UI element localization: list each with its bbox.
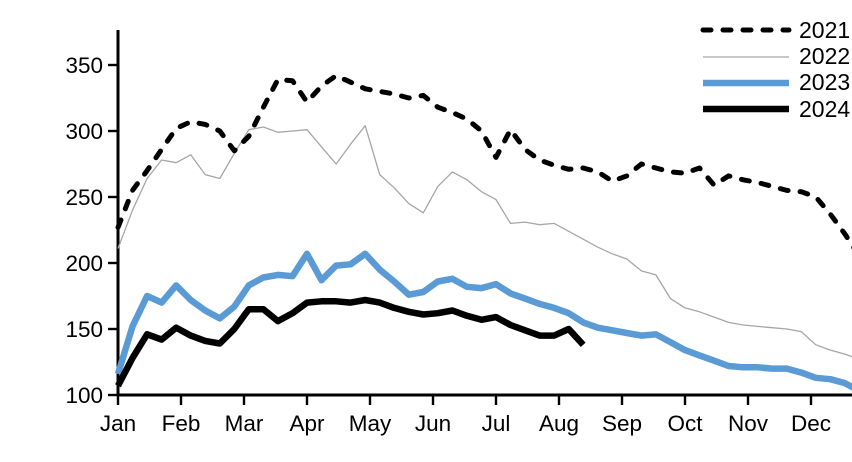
x-tick-label: Dec	[791, 411, 831, 436]
legend-row-2023: 2023	[700, 70, 850, 96]
legend-line-sample-2024	[703, 106, 789, 113]
x-tick-label: Feb	[162, 411, 201, 436]
series-line-2021	[115, 73, 852, 250]
legend-row-2024: 2024	[700, 96, 850, 122]
y-tick-label: 100	[65, 383, 103, 408]
x-tick-label: Jul	[482, 411, 511, 436]
legend-label-2023: 2023	[799, 69, 851, 96]
x-tick-label: Sep	[602, 411, 642, 436]
legend-label-2021: 2021	[799, 16, 851, 43]
x-tick-label: Mar	[225, 411, 264, 436]
x-tick-label: Nov	[728, 411, 769, 436]
line-chart: 100 150 200 250 300 350 Jan Feb Mar Apr May Jun Jul A…	[40, 16, 852, 446]
x-tick-label: Jan	[100, 411, 136, 436]
legend-label-2024: 2024	[799, 95, 851, 122]
y-tick-label: 350	[65, 53, 103, 78]
y-tick-label: 250	[65, 185, 103, 210]
legend-row-2021: 2021	[700, 17, 850, 43]
series-line-2023	[114, 250, 852, 391]
legend-line-sample-2022	[703, 55, 789, 58]
x-tick-label: Aug	[539, 411, 579, 436]
x-tick-label: Oct	[667, 411, 703, 436]
x-tick-label: Apr	[289, 411, 325, 436]
y-tick-label: 300	[65, 119, 103, 144]
legend-line-sample-2023	[703, 79, 789, 87]
series-line-2024	[115, 296, 586, 388]
y-tick-label: 200	[65, 251, 103, 276]
legend-label-2022: 2022	[799, 43, 851, 70]
legend-line-sample-2021	[700, 27, 792, 33]
legend-row-2022: 2022	[700, 43, 850, 69]
x-tick-label: Jun	[415, 411, 451, 436]
x-tick-label: May	[349, 411, 392, 436]
y-tick-label: 150	[65, 317, 103, 342]
legend: 2021 2022 2023 2024	[700, 17, 850, 123]
